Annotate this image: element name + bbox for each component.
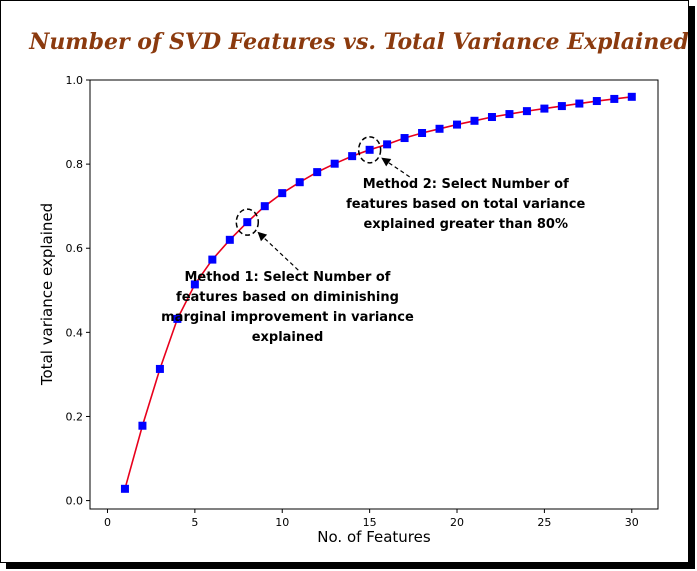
arrow-head bbox=[257, 231, 268, 242]
data-point-marker bbox=[453, 120, 462, 129]
y-tick-label: 1.0 bbox=[66, 74, 84, 87]
annotation-line: Method 1: Select Number of bbox=[184, 270, 390, 285]
data-point-marker bbox=[173, 314, 182, 323]
plot-area bbox=[89, 79, 659, 510]
y-tick-label: 0.0 bbox=[66, 495, 84, 508]
x-tick-label: 0 bbox=[104, 516, 111, 529]
annotation-line: features based on total variance bbox=[346, 197, 585, 212]
data-point-marker bbox=[138, 421, 147, 430]
data-point-marker bbox=[470, 116, 479, 125]
data-point-marker bbox=[487, 113, 496, 122]
data-point-marker bbox=[260, 202, 269, 211]
data-point-marker bbox=[208, 255, 217, 264]
annotation-text-method2: Method 2: Select Number of features based… bbox=[346, 177, 585, 232]
chart-title: Number of SVD Features vs. Total Varianc… bbox=[28, 29, 688, 55]
arrow-head bbox=[381, 157, 392, 167]
data-point-marker bbox=[365, 145, 374, 154]
annotation-text-method1: Method 1: Select Number of features based… bbox=[161, 270, 414, 345]
x-tick-label: 25 bbox=[537, 516, 551, 529]
data-point-marker bbox=[522, 107, 531, 116]
data-point-marker bbox=[592, 97, 601, 106]
series-group bbox=[120, 92, 636, 493]
data-point-marker bbox=[348, 152, 357, 161]
data-point-marker bbox=[575, 99, 584, 108]
x-tick-label: 30 bbox=[625, 516, 639, 529]
annotation-line: explained greater than 80% bbox=[363, 217, 568, 232]
annotation-line: explained bbox=[252, 330, 324, 345]
y-tick-label: 0.8 bbox=[66, 158, 84, 171]
data-point-marker bbox=[225, 235, 234, 244]
data-point-marker bbox=[400, 134, 409, 143]
data-point-marker bbox=[190, 280, 199, 289]
data-point-marker bbox=[435, 124, 444, 133]
data-point-marker bbox=[627, 92, 636, 101]
data-point-marker bbox=[557, 102, 566, 111]
y-axis-label: Total variance explained bbox=[38, 203, 56, 386]
data-point-marker bbox=[295, 178, 304, 187]
annotation-line: marginal improvement in variance bbox=[161, 310, 414, 325]
y-tick-label: 0.2 bbox=[66, 410, 84, 423]
data-point-marker bbox=[505, 110, 514, 119]
y-tick-label: 0.6 bbox=[66, 242, 84, 255]
x-tick-label: 5 bbox=[191, 516, 198, 529]
data-point-marker bbox=[383, 140, 392, 149]
annotation-line: Method 2: Select Number of bbox=[363, 177, 569, 192]
annotation-line: features based on diminishing bbox=[176, 290, 399, 305]
highlight-circle bbox=[235, 208, 260, 236]
x-axis-ticks: 0 5 10 15 20 25 30 bbox=[104, 509, 639, 529]
x-tick-label: 15 bbox=[363, 516, 377, 529]
y-axis-ticks: 0.0 0.2 0.4 0.6 0.8 1.0 bbox=[66, 74, 90, 508]
data-point-marker bbox=[540, 104, 549, 113]
data-point-marker bbox=[610, 94, 619, 103]
data-point-marker bbox=[155, 364, 164, 373]
chart-frame: Number of SVD Features vs. Total Varianc… bbox=[0, 0, 689, 563]
x-tick-label: 10 bbox=[275, 516, 289, 529]
x-tick-label: 20 bbox=[450, 516, 464, 529]
data-point-marker bbox=[278, 189, 287, 198]
chart-svg: Number of SVD Features vs. Total Varianc… bbox=[28, 29, 688, 546]
annotations-group: Method 1: Select Number of features based… bbox=[161, 136, 586, 345]
data-point-marker bbox=[243, 218, 252, 227]
data-point-marker bbox=[330, 159, 339, 168]
data-point-marker bbox=[418, 128, 427, 137]
annotation-arrow bbox=[257, 231, 299, 271]
y-tick-label: 0.4 bbox=[66, 326, 84, 339]
data-point-marker bbox=[313, 168, 322, 177]
x-axis-label: No. of Features bbox=[317, 528, 431, 546]
data-point-marker bbox=[120, 484, 129, 493]
highlight-circle bbox=[357, 136, 382, 164]
